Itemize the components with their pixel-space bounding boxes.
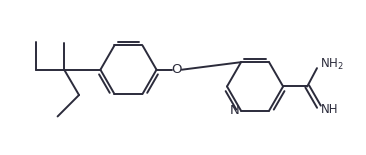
Text: NH$_2$: NH$_2$ bbox=[320, 57, 344, 72]
Text: NH: NH bbox=[321, 103, 338, 116]
Text: N: N bbox=[229, 104, 239, 117]
Text: O: O bbox=[172, 63, 182, 76]
